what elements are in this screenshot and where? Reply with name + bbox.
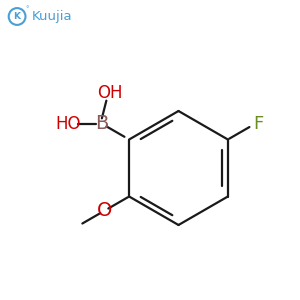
- Text: HO: HO: [55, 115, 80, 133]
- Text: OH: OH: [97, 84, 123, 102]
- Text: B: B: [95, 114, 109, 133]
- Text: F: F: [253, 115, 263, 133]
- Text: °: °: [25, 6, 29, 12]
- Text: Kuujia: Kuujia: [32, 10, 72, 23]
- Text: K: K: [14, 12, 21, 21]
- Text: O: O: [97, 201, 112, 220]
